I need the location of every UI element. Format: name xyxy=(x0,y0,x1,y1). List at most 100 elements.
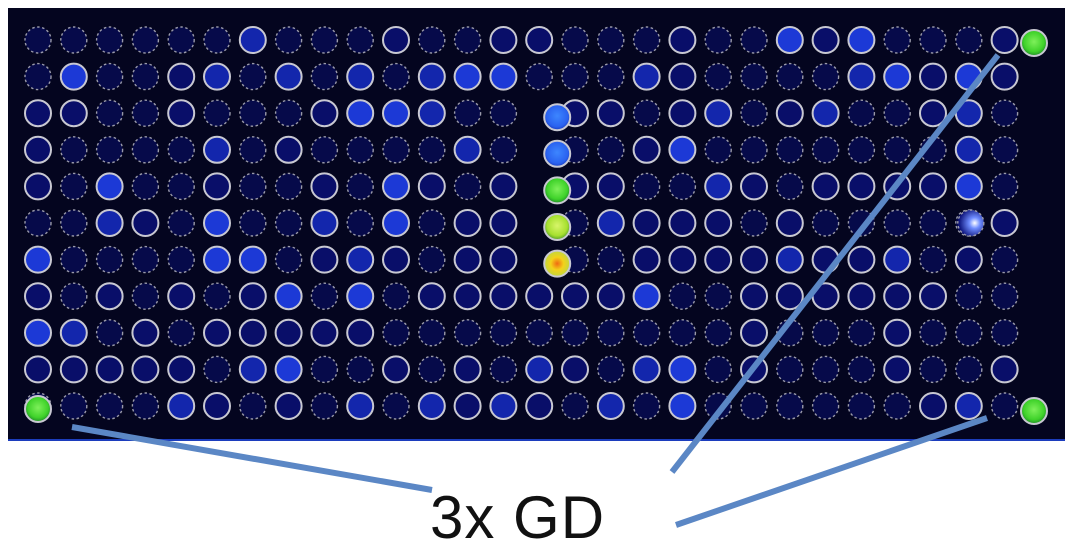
well-ring-solid xyxy=(847,282,876,311)
well-ring-solid xyxy=(417,99,446,128)
pointer-lines xyxy=(71,53,1001,528)
array-well xyxy=(310,99,339,128)
array-well xyxy=(955,319,983,347)
well-ring-solid xyxy=(310,99,339,128)
well-ring-solid xyxy=(203,392,231,420)
well-ring-dashed xyxy=(95,392,124,420)
array-well xyxy=(632,355,661,384)
array-well xyxy=(525,282,554,311)
array-well xyxy=(704,209,733,237)
well-ring-solid xyxy=(668,99,697,128)
array-well xyxy=(847,245,876,274)
array-well xyxy=(919,209,947,237)
array-well xyxy=(740,318,768,347)
array-well xyxy=(668,282,697,310)
pointer-line-bottom-left xyxy=(71,424,433,493)
well-ring-dashed xyxy=(418,136,446,164)
well-ring-solid xyxy=(811,172,840,201)
array-well xyxy=(954,172,983,201)
well-ring-solid xyxy=(382,209,410,237)
well-ring-solid xyxy=(238,26,267,54)
well-ring-solid xyxy=(24,99,52,128)
well-ring-dashed xyxy=(776,62,804,91)
array-well xyxy=(131,209,160,237)
well-ring-solid xyxy=(561,355,589,384)
well-ring-solid xyxy=(238,318,267,347)
well-ring-solid xyxy=(489,62,518,91)
well-ring-dashed xyxy=(740,99,768,127)
array-well xyxy=(24,172,52,201)
array-well xyxy=(274,135,303,164)
well-ring-dashed xyxy=(811,355,840,384)
well-ring-solid xyxy=(203,318,231,347)
well-ring-solid xyxy=(59,99,88,128)
well-ring-solid xyxy=(775,245,804,274)
well-ring-solid xyxy=(131,318,160,347)
well-ring-solid xyxy=(274,135,303,164)
well-ring-dashed xyxy=(990,99,1019,127)
array-well xyxy=(310,209,339,237)
well-ring-dashed xyxy=(60,26,88,54)
array-well xyxy=(274,26,303,54)
array-well xyxy=(274,62,303,91)
well-ring-solid xyxy=(203,135,231,164)
well-ring-dashed xyxy=(883,209,911,237)
well-ring-dashed xyxy=(346,26,374,54)
well-ring-dashed xyxy=(955,355,983,384)
array-well xyxy=(489,172,518,201)
array-well xyxy=(847,172,876,201)
array-well xyxy=(203,172,231,201)
well-ring-solid xyxy=(274,392,303,420)
array-well xyxy=(346,26,374,54)
array-well xyxy=(346,282,375,311)
well-ring-solid xyxy=(919,392,947,420)
array-well xyxy=(167,209,195,237)
array-well xyxy=(453,99,482,127)
array-well xyxy=(668,62,697,91)
well-ring-solid xyxy=(417,392,446,420)
well-ring-solid xyxy=(668,355,697,384)
well-ring-dashed xyxy=(167,26,195,54)
array-well xyxy=(704,355,732,384)
well-ring-solid xyxy=(775,209,804,237)
well-ring-solid xyxy=(453,245,482,274)
well-ring-dashed xyxy=(919,319,947,347)
array-well xyxy=(453,209,482,237)
well-ring-solid xyxy=(167,99,196,128)
array-well xyxy=(525,319,553,347)
array-well xyxy=(847,392,876,420)
well-ring-solid xyxy=(59,62,88,91)
array-well xyxy=(131,62,160,91)
array-well xyxy=(310,26,339,54)
well-ring-dashed xyxy=(310,26,339,54)
array-well xyxy=(775,282,804,311)
array-well xyxy=(131,99,160,127)
array-well xyxy=(632,392,661,420)
array-well xyxy=(704,26,732,54)
array-well xyxy=(990,392,1019,420)
well-ring-dashed xyxy=(239,392,267,420)
array-well xyxy=(990,355,1019,384)
well-ring-dashed xyxy=(632,26,661,54)
well-ring-solid xyxy=(525,392,554,420)
well-ring-solid xyxy=(919,172,947,201)
array-well xyxy=(704,62,732,91)
well-ring-solid xyxy=(310,172,339,201)
array-well xyxy=(489,99,518,127)
well-ring-dashed xyxy=(597,62,625,91)
well-ring-dashed xyxy=(95,136,124,164)
well-ring-solid xyxy=(704,209,733,237)
array-well xyxy=(668,245,697,274)
well-ring-solid xyxy=(489,172,518,201)
well-ring-solid xyxy=(167,392,196,420)
array-well xyxy=(203,62,231,91)
well-ring-dashed xyxy=(310,355,339,384)
well-ring-solid xyxy=(632,245,661,274)
well-ring-dashed xyxy=(131,392,160,420)
well-ring-solid xyxy=(847,26,876,54)
array-well xyxy=(919,62,947,91)
well-ring-dashed xyxy=(740,26,768,54)
array-well xyxy=(95,136,124,164)
well-ring-solid xyxy=(382,245,410,274)
well-ring-dashed xyxy=(167,319,195,347)
